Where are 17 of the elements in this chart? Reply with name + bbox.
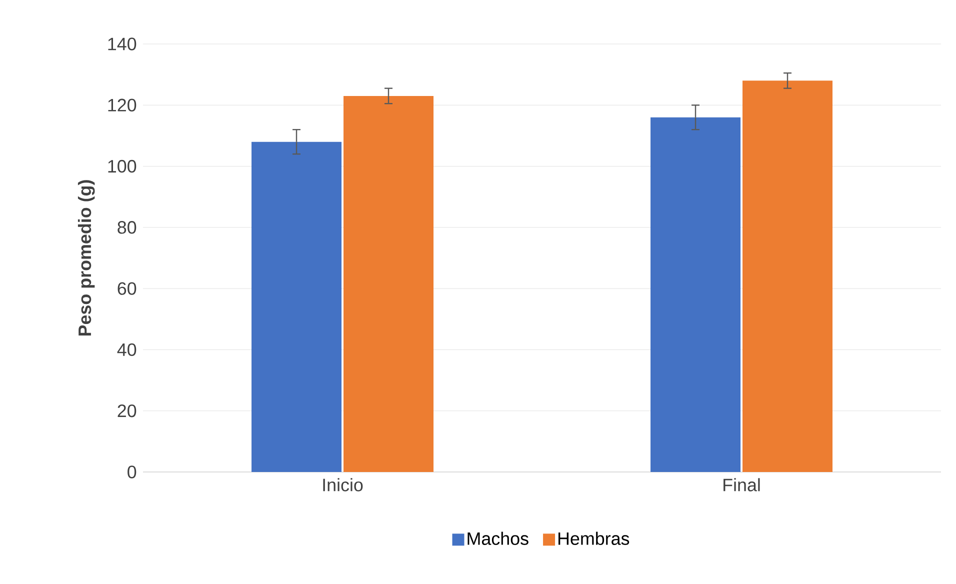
y-tick-label: 40 <box>117 343 136 356</box>
y-tick-label: 100 <box>108 160 136 173</box>
y-tick-label: 140 <box>108 38 136 50</box>
y-tick-label: 60 <box>118 282 136 295</box>
y-tick-label: 80 <box>118 221 136 234</box>
x-tick-label: Final <box>724 478 760 492</box>
bar <box>344 96 434 472</box>
legend-label: Machos <box>468 532 528 545</box>
y-tick-label: 20 <box>118 404 136 418</box>
bar <box>650 117 741 472</box>
y-tick-label: 120 <box>108 98 136 112</box>
bar <box>742 80 833 472</box>
y-tick-label: 0 <box>128 466 136 478</box>
x-tick-label: Inicio <box>323 478 363 492</box>
bar <box>252 142 342 472</box>
legend-label: Hembras <box>558 532 630 545</box>
y-axis-title: Peso promedio (g) <box>78 180 95 336</box>
